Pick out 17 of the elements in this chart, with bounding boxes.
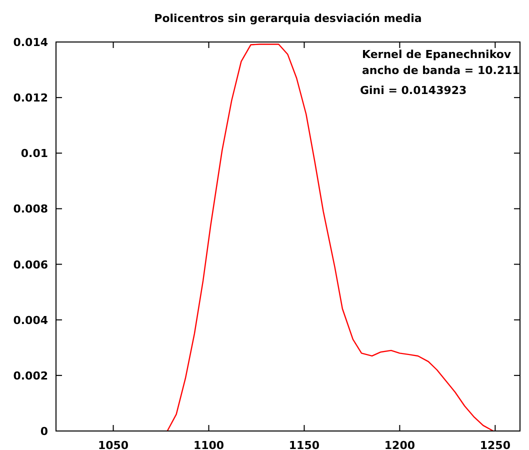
y-tick-label: 0.006 [13,258,48,272]
x-tick-label: 1050 [98,439,129,450]
x-tick-label: 1250 [480,439,511,450]
annotation: Kernel de Epanechnikov [362,48,512,61]
y-tick-label: 0.004 [13,314,48,327]
x-tick-label: 1150 [288,439,320,450]
y-tick-label: 0.002 [13,369,48,382]
y-tick-label: 0.008 [13,202,48,216]
x-tick-label: 1200 [384,439,416,450]
y-tick-label: 0.012 [13,92,48,105]
y-tick-label: 0.014 [13,36,48,49]
annotation: Gini = 0.0143923 [360,84,467,97]
x-tick-label: 1100 [193,439,224,450]
y-tick-label: 0 [40,425,48,438]
annotation: ancho de banda = 10.211 [362,64,520,77]
chart-title: Policentros sin gerarquia desviación media [154,12,422,25]
y-tick-label: 0.01 [20,147,48,160]
